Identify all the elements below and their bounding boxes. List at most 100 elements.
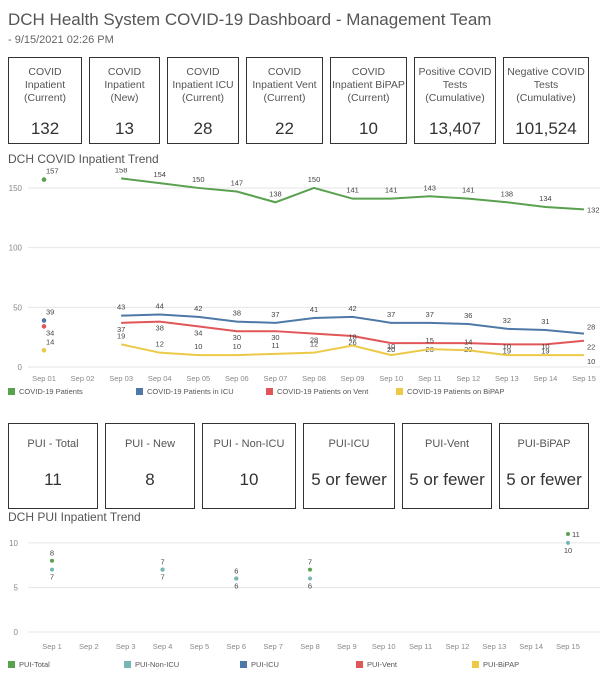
- data-label: 7: [160, 558, 164, 567]
- data-point: [160, 567, 165, 572]
- series-line: [121, 313, 585, 335]
- legend-label: COVID-19 Patients on Vent: [277, 387, 369, 396]
- data-label: 8: [50, 549, 54, 558]
- data-point: [566, 540, 570, 545]
- kpi-pui-new[interactable]: PUI - New 8: [105, 423, 195, 509]
- kpi-pui-non-icu[interactable]: PUI - Non-ICU 10: [202, 423, 296, 509]
- x-tick-label: Sep 11: [418, 374, 441, 383]
- kpi-label: PUI - New: [124, 438, 176, 450]
- x-tick-label: Sep 04: [148, 374, 172, 383]
- x-tick-label: Sep 4: [153, 642, 173, 651]
- data-label: 141: [346, 186, 359, 195]
- x-tick-label: Sep 12: [456, 374, 480, 383]
- x-tick-label: Sep 10: [372, 642, 396, 651]
- kpi-value: 13,407: [429, 119, 481, 138]
- data-label: 42: [348, 304, 356, 313]
- data-label: 39: [46, 307, 54, 316]
- x-tick-label: Sep 6: [226, 642, 246, 651]
- kpi-pui-vent[interactable]: PUI-Vent 5 or fewer: [402, 423, 492, 509]
- kpi-inpatient-icu[interactable]: COVID Inpatient ICU (Current) 28: [167, 57, 239, 144]
- data-label: 19: [541, 346, 549, 355]
- data-label: 32: [503, 316, 511, 325]
- x-tick-label: Sep 3: [116, 642, 136, 651]
- kpi-value: 13: [115, 119, 134, 138]
- legend-swatch: [124, 661, 131, 668]
- x-tick-label: Sep 11: [409, 642, 432, 651]
- data-label: 44: [156, 301, 164, 310]
- x-tick-label: Sep 15: [572, 374, 596, 383]
- data-label: 12: [156, 340, 164, 349]
- kpi-value: 5 or fewer: [506, 470, 582, 489]
- y-tick-label: 0: [14, 628, 19, 637]
- data-label: 12: [310, 340, 318, 349]
- y-tick-label: 50: [13, 303, 22, 312]
- legend-label: PUI-Vent: [367, 660, 398, 669]
- page-title: DCH Health System COVID-19 Dashboard - M…: [8, 10, 492, 29]
- kpi-label: PUI-ICU: [328, 438, 370, 450]
- data-point: [566, 532, 570, 536]
- kpi-positive-tests[interactable]: Positive COVID Tests (Cumulative) 13,407: [414, 57, 496, 144]
- x-tick-label: Sep 13: [495, 374, 519, 383]
- x-tick-label: Sep 05: [186, 374, 210, 383]
- kpi-inpatient-vent[interactable]: COVID Inpatient Vent (Current) 22: [246, 57, 323, 144]
- data-label: 28: [587, 323, 595, 332]
- x-tick-label: Sep 8: [300, 642, 320, 651]
- kpi-negative-tests[interactable]: Negative COVID Tests (Cumulative) 101,52…: [503, 57, 589, 144]
- data-label: 14: [46, 337, 54, 346]
- data-label: 150: [192, 175, 205, 184]
- pui-trend-title: DCH PUI Inpatient Trend: [8, 510, 141, 524]
- data-label: 37: [117, 325, 125, 334]
- series-line: [120, 343, 584, 357]
- x-tick-label: Sep 14: [519, 642, 543, 651]
- kpi-row-covid: COVID Inpatient (Current) 132 COVID Inpa…: [8, 57, 589, 144]
- legend-swatch: [396, 388, 403, 395]
- data-point: [50, 558, 54, 563]
- kpi-inpatient-bipap[interactable]: COVID Inpatient BiPAP (Current) 10: [330, 57, 407, 144]
- data-label: 26: [348, 338, 356, 347]
- data-label: 28: [310, 336, 318, 345]
- inpatient-trend-title: DCH COVID Inpatient Trend: [8, 152, 159, 166]
- data-label: 6: [234, 567, 238, 576]
- legend-swatch: [136, 388, 143, 395]
- data-label: 134: [539, 194, 552, 203]
- x-tick-label: Sep 13: [482, 642, 506, 651]
- y-tick-label: 100: [9, 244, 23, 253]
- kpi-pui-bipap[interactable]: PUI-BiPAP 5 or fewer: [499, 423, 589, 509]
- data-label: 10: [194, 342, 202, 351]
- data-label: 38: [156, 324, 164, 333]
- x-tick-label: Sep 08: [302, 374, 326, 383]
- kpi-label: Negative COVID Tests (Cumulative): [507, 66, 585, 104]
- data-label: 14: [464, 337, 472, 346]
- x-tick-label: Sep 12: [446, 642, 470, 651]
- kpi-label: PUI - Total: [27, 438, 79, 450]
- data-label: 157: [46, 168, 59, 176]
- legend-label: COVID-19 Patients: [19, 387, 83, 396]
- data-label: 132: [587, 205, 600, 214]
- data-label: 19: [117, 331, 125, 340]
- series-line: [121, 320, 585, 346]
- legend-label: COVID-19 Patients on BiPAP: [407, 387, 504, 396]
- data-label: 158: [115, 168, 128, 174]
- data-label: 6: [308, 582, 312, 591]
- legend-label: PUI-BiPAP: [483, 660, 519, 669]
- kpi-label: COVID Inpatient (New): [104, 66, 145, 104]
- data-label: 11: [572, 530, 580, 539]
- kpi-inpatient-new[interactable]: COVID Inpatient (New) 13: [89, 57, 160, 144]
- x-tick-label: Sep 06: [225, 374, 249, 383]
- x-tick-label: Sep 02: [71, 374, 95, 383]
- legend-label: PUI-ICU: [251, 660, 279, 669]
- y-tick-label: 150: [9, 184, 23, 193]
- data-label: 37: [271, 310, 279, 319]
- y-tick-label: 0: [18, 363, 23, 372]
- data-label: 141: [462, 186, 475, 195]
- data-label: 10: [541, 342, 549, 351]
- data-label: 10: [233, 342, 241, 351]
- legend-label: PUI-Non-ICU: [135, 660, 179, 669]
- data-label: 147: [231, 179, 244, 188]
- data-label: 138: [269, 189, 282, 198]
- data-label: 22: [587, 343, 595, 352]
- kpi-pui-icu[interactable]: PUI-ICU 5 or fewer: [303, 423, 395, 509]
- kpi-pui-total[interactable]: PUI - Total 11: [8, 423, 98, 509]
- kpi-inpatient-current[interactable]: COVID Inpatient (Current) 132: [8, 57, 82, 144]
- kpi-label: PUI-BiPAP: [517, 438, 571, 450]
